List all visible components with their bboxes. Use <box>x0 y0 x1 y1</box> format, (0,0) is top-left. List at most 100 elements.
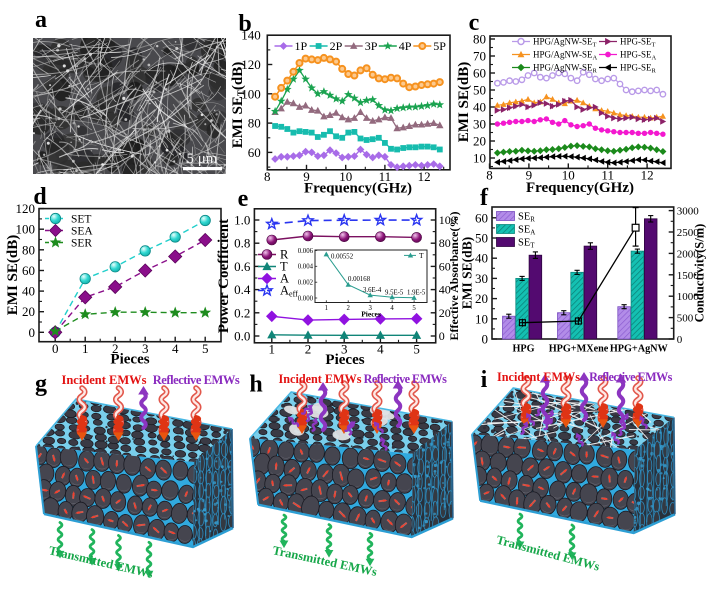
svg-text:HPG+MXene: HPG+MXene <box>549 344 609 355</box>
svg-text:0.4: 0.4 <box>234 282 251 297</box>
svg-text:Reflective EMWs: Reflective EMWs <box>153 373 240 387</box>
svg-text:Reflective EMWs: Reflective EMWs <box>589 370 673 384</box>
svg-text:1.9E-5: 1.9E-5 <box>407 290 426 297</box>
svg-text:0: 0 <box>677 334 683 346</box>
svg-text:HPG-SEA: HPG-SEA <box>620 50 657 62</box>
svg-text:0.6: 0.6 <box>234 259 251 274</box>
svg-text:3.6E-4: 3.6E-4 <box>363 287 382 294</box>
svg-text:0.00168: 0.00168 <box>348 276 371 283</box>
svg-text:30: 30 <box>475 271 488 286</box>
svg-text:8: 8 <box>486 168 493 183</box>
svg-text:g: g <box>35 371 47 397</box>
svg-text:5 μm: 5 μm <box>187 151 218 167</box>
svg-text:HPG/AgNW-SEA: HPG/AgNW-SEA <box>533 50 598 62</box>
svg-text:i: i <box>481 367 488 393</box>
svg-text:40: 40 <box>22 284 35 299</box>
svg-text:2P: 2P <box>330 39 343 53</box>
svg-text:100: 100 <box>16 222 36 237</box>
svg-text:Frequency(GHz): Frequency(GHz) <box>526 180 634 196</box>
svg-text:3000: 3000 <box>677 206 700 218</box>
svg-text:SEA: SEA <box>71 226 93 238</box>
svg-text:70: 70 <box>473 49 486 64</box>
svg-text:HPG-SET: HPG-SET <box>620 37 656 49</box>
svg-text:Incident EMWs: Incident EMWs <box>61 373 146 387</box>
svg-text:HPG: HPG <box>512 344 534 355</box>
svg-text:1: 1 <box>269 341 276 356</box>
svg-text:3P: 3P <box>365 39 378 53</box>
svg-text:0: 0 <box>29 325 36 340</box>
svg-text:HPG/AgNW-SER: HPG/AgNW-SER <box>533 63 598 75</box>
svg-text:4: 4 <box>377 341 384 356</box>
svg-text:0.002: 0.002 <box>298 280 314 287</box>
svg-text:EMI SE(dB): EMI SE(dB) <box>456 62 472 142</box>
svg-text:Pieces: Pieces <box>110 352 149 368</box>
svg-text:Incident EMWs: Incident EMWs <box>279 372 362 386</box>
svg-text:60: 60 <box>475 210 488 225</box>
svg-text:2: 2 <box>346 305 350 312</box>
svg-text:0.004: 0.004 <box>298 264 314 271</box>
svg-text:0.0: 0.0 <box>234 329 250 344</box>
svg-text:a: a <box>35 7 47 33</box>
svg-text:60: 60 <box>473 66 486 81</box>
svg-text:0.2: 0.2 <box>234 305 250 320</box>
svg-text:0.00552: 0.00552 <box>331 254 354 261</box>
svg-text:0.000: 0.000 <box>298 295 314 302</box>
svg-text:Conductivity(S/m): Conductivity(S/m) <box>693 224 707 323</box>
svg-text:c: c <box>469 10 480 36</box>
svg-text:Reflective EMWs: Reflective EMWs <box>364 372 448 386</box>
svg-text:10: 10 <box>475 311 488 326</box>
svg-text:Pieces: Pieces <box>325 352 364 368</box>
svg-text:f: f <box>480 185 489 211</box>
svg-text:T: T <box>419 251 424 260</box>
svg-text:0.006: 0.006 <box>298 248 314 255</box>
svg-text:1P: 1P <box>295 39 308 53</box>
svg-text:5: 5 <box>412 305 416 312</box>
svg-text:EMI SET(dB): EMI SET(dB) <box>230 62 246 148</box>
svg-text:4: 4 <box>390 305 394 312</box>
svg-text:SER: SER <box>71 238 92 250</box>
svg-text:80: 80 <box>22 242 35 257</box>
svg-text:5: 5 <box>202 341 209 356</box>
svg-text:12: 12 <box>418 169 431 184</box>
svg-text:EMI SE(dB): EMI SE(dB) <box>460 237 475 309</box>
svg-text:500: 500 <box>677 313 694 325</box>
svg-text:EMI SE(dB): EMI SE(dB) <box>5 235 21 315</box>
svg-text:120: 120 <box>16 201 36 216</box>
svg-text:Power Coefficient: Power Coefficient <box>216 219 232 333</box>
svg-text:80: 80 <box>248 116 261 131</box>
svg-text:1.0: 1.0 <box>234 213 250 228</box>
svg-text:0: 0 <box>439 329 445 343</box>
svg-text:1: 1 <box>82 341 89 356</box>
svg-text:50: 50 <box>473 83 486 98</box>
svg-text:1: 1 <box>325 305 328 312</box>
svg-text:Pieces: Pieces <box>361 310 381 319</box>
svg-text:e: e <box>238 186 249 212</box>
svg-text:HPG-SER: HPG-SER <box>620 63 657 75</box>
svg-text:60: 60 <box>248 145 261 160</box>
svg-text:30: 30 <box>473 117 486 132</box>
svg-text:5: 5 <box>413 341 420 356</box>
svg-text:4: 4 <box>172 341 179 356</box>
svg-text:Incident EMWs: Incident EMWs <box>497 370 580 384</box>
svg-text:20: 20 <box>22 304 35 319</box>
svg-text:40: 40 <box>473 100 486 115</box>
svg-text:20: 20 <box>473 134 486 149</box>
svg-text:4P: 4P <box>399 39 412 53</box>
svg-text:8: 8 <box>264 169 271 184</box>
svg-text:HPG/AgNW-SET: HPG/AgNW-SET <box>533 37 597 49</box>
svg-text:Frequency(GHz): Frequency(GHz) <box>304 181 412 197</box>
svg-text:0.8: 0.8 <box>234 236 250 251</box>
svg-text:10: 10 <box>473 151 486 166</box>
svg-text:12: 12 <box>641 168 654 183</box>
svg-text:50: 50 <box>475 231 488 246</box>
svg-text:20: 20 <box>475 291 488 306</box>
svg-text:40: 40 <box>475 251 488 266</box>
svg-text:0: 0 <box>52 341 59 356</box>
svg-text:d: d <box>33 184 47 210</box>
svg-text:9.5E-5: 9.5E-5 <box>385 290 404 297</box>
svg-text:60: 60 <box>22 263 35 278</box>
svg-text:2: 2 <box>305 341 312 356</box>
svg-text:HPG+AgNW: HPG+AgNW <box>610 344 669 355</box>
svg-text:5P: 5P <box>433 39 446 53</box>
svg-text:h: h <box>249 372 262 398</box>
